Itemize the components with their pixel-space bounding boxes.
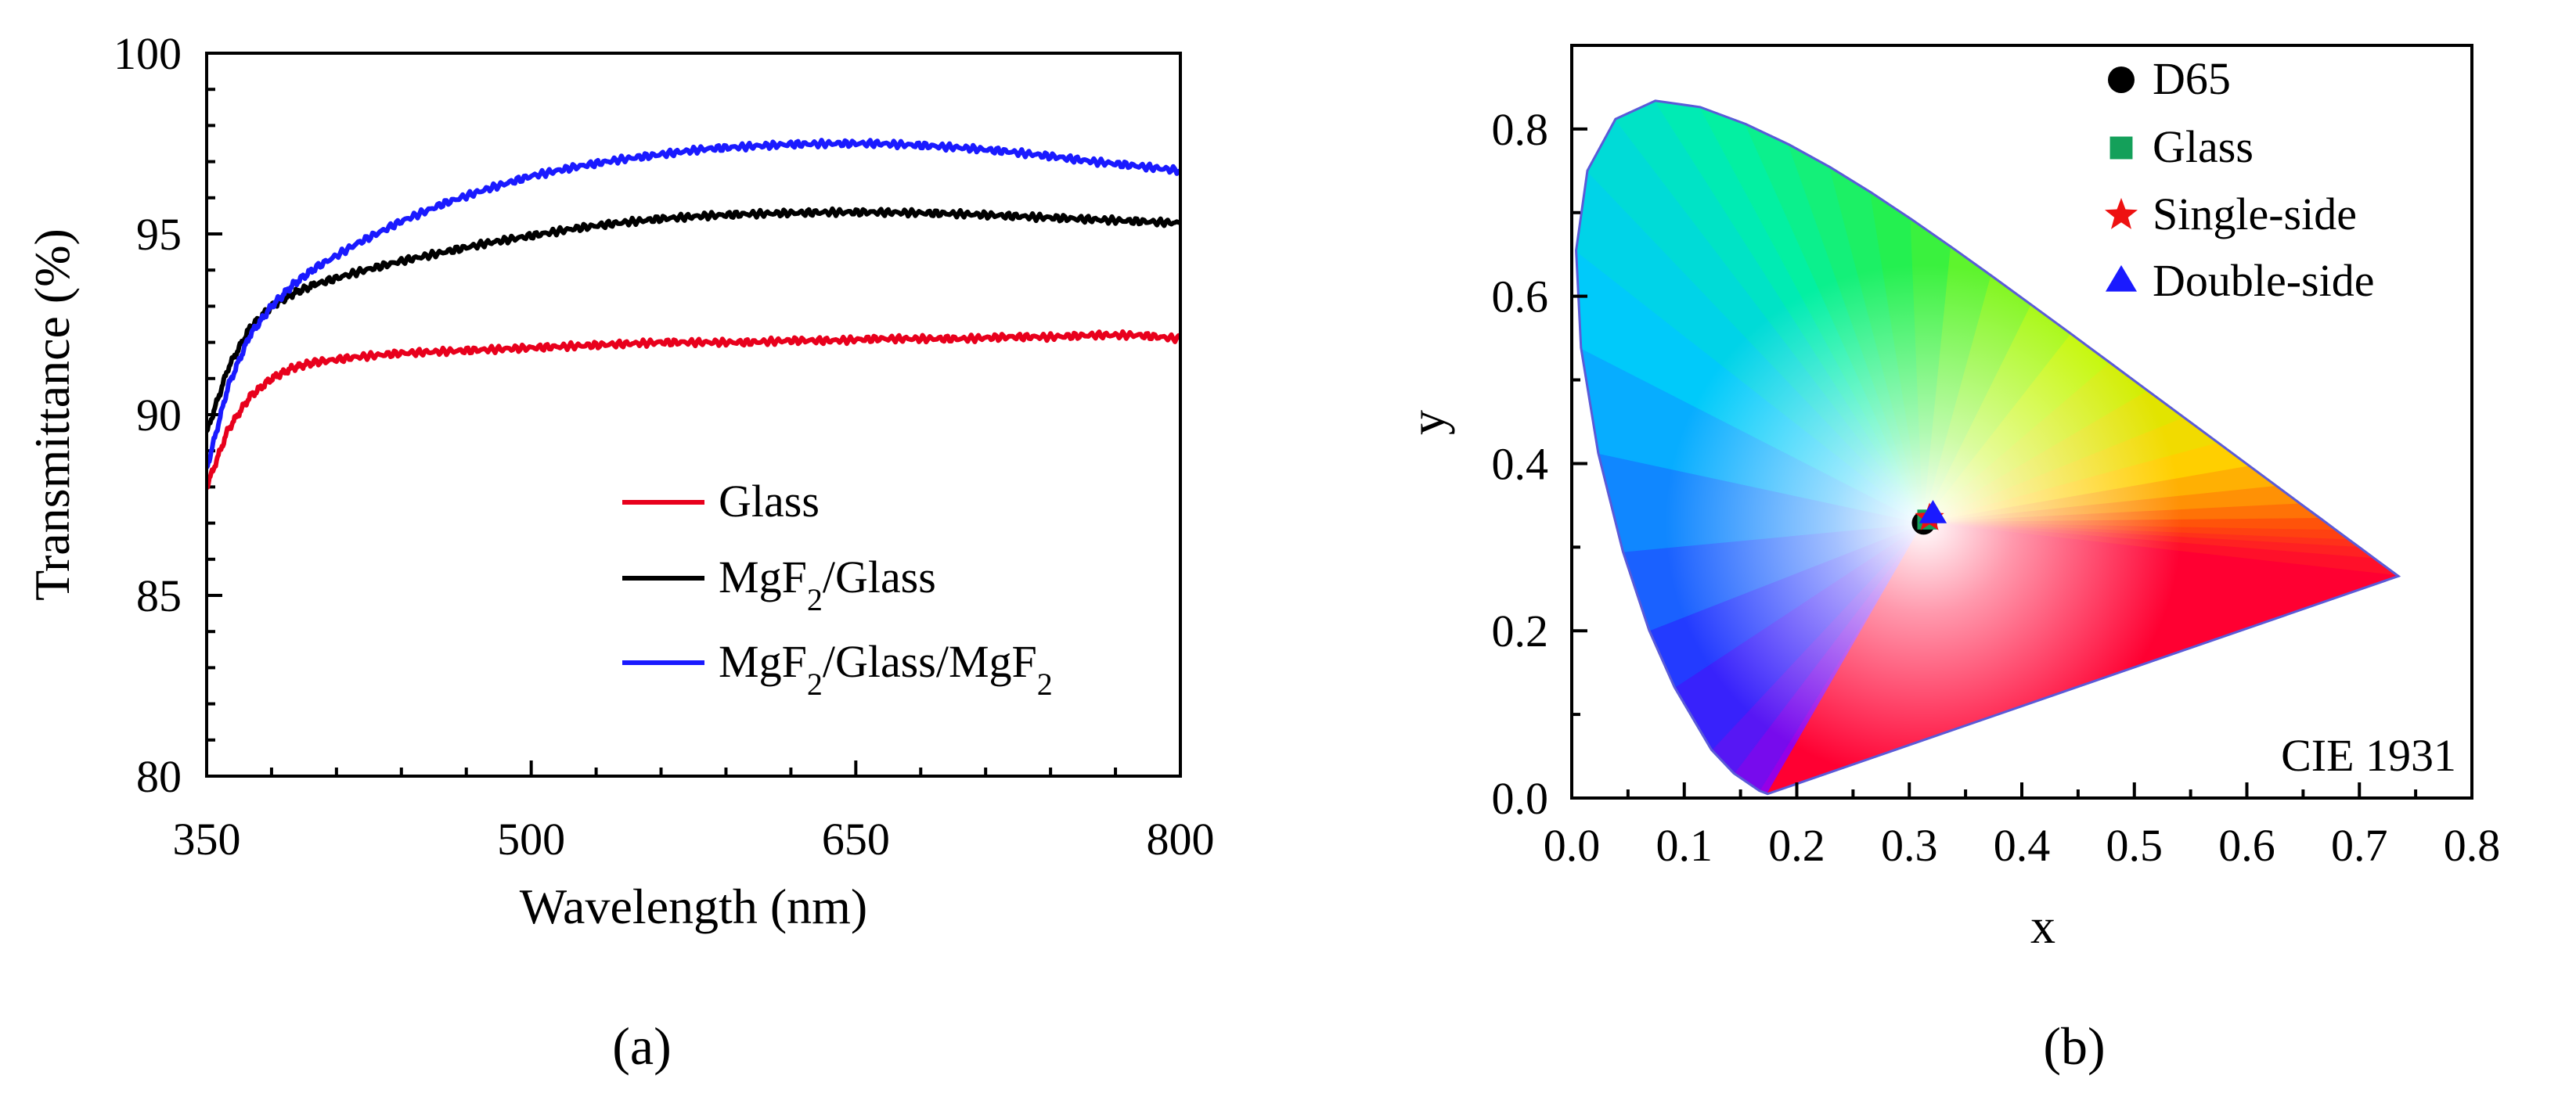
x-tick-label: 650 — [822, 814, 890, 865]
y-tick-label: 100 — [113, 28, 182, 79]
y-tick-label: 0.0 — [1492, 773, 1549, 824]
y-tick-label: 0.8 — [1492, 104, 1549, 155]
x-tick-label: 500 — [497, 814, 565, 865]
x-tick-label: 0.4 — [1994, 820, 2051, 871]
y-tick-label: 85 — [136, 570, 182, 621]
cie-plot-frame — [1570, 44, 2473, 800]
legend-label-mgf2-glass: MgF2/Glass — [719, 552, 936, 617]
legend-label-glass: Glass — [719, 476, 820, 527]
cie-spectral-locus — [1575, 99, 2401, 796]
cie-xlabel: x — [2030, 898, 2055, 954]
subfigure-label-a: (a) — [612, 1016, 671, 1076]
y-tick-label: 95 — [136, 209, 182, 260]
legend-label-glass: Glass — [2153, 121, 2254, 172]
legend-label-mgf2-glass-mgf2: MgF2/Glass/MgF2 — [719, 636, 1053, 702]
series-line-glass — [207, 329, 1180, 491]
transmittance-tick-labels: 350 500 650 800 80 85 90 95 100 — [113, 28, 1215, 865]
transmittance-ylabel: Transmittance (%) — [24, 228, 80, 601]
x-tick-label: 800 — [1147, 814, 1215, 865]
x-tick-label: 0.6 — [2218, 820, 2275, 871]
x-tick-label: 0.5 — [2106, 820, 2163, 871]
legend-marker-glass — [2109, 136, 2133, 160]
x-tick-label: 350 — [173, 814, 241, 865]
y-tick-label: 0.4 — [1492, 438, 1549, 489]
cie-points — [1911, 500, 1947, 535]
cie-title: CIE 1931 — [2281, 730, 2456, 781]
series-line-mgf2-glass — [207, 206, 1180, 433]
cie-ylabel: y — [1400, 410, 1455, 435]
x-tick-label: 0.0 — [1544, 820, 1601, 871]
transmittance-plot-frame — [205, 52, 1182, 778]
legend-label-d65: D65 — [2153, 53, 2231, 104]
series-line-mgf2-glass-mgf2 — [207, 138, 1180, 469]
transmittance-xlabel: Wavelength (nm) — [520, 879, 867, 934]
subfigure-label-b: (b) — [2043, 1016, 2105, 1076]
cie-tick-labels: 0.0 0.1 0.2 0.3 0.4 0.5 0.6 0.7 0.8 0.0 0.2 0.4 0.6 0… — [1492, 104, 2501, 871]
y-tick-label: 80 — [136, 751, 182, 802]
x-tick-label: 0.1 — [1656, 820, 1713, 871]
y-tick-label: 0.6 — [1492, 271, 1549, 322]
legend-marker-single-side — [2105, 197, 2138, 229]
legend-label-double-side: Double-side — [2153, 255, 2375, 306]
x-tick-label: 0.3 — [1881, 820, 1938, 871]
y-tick-label: 0.2 — [1492, 606, 1549, 656]
legend-marker-double-side — [2105, 264, 2138, 292]
cie-legend: D65 Glass Single-side Double-side — [2105, 53, 2375, 306]
x-tick-label: 0.2 — [1768, 820, 1825, 871]
y-tick-label: 90 — [136, 390, 182, 440]
cie-chart: 0.0 0.1 0.2 0.3 0.4 0.5 0.6 0.7 0.8 0.0 0.2 0.4 0.6 0… — [1400, 44, 2501, 1076]
legend-label-single-side: Single-side — [2153, 189, 2357, 239]
legend-marker-d65 — [2108, 67, 2135, 93]
x-tick-label: 0.8 — [2444, 820, 2501, 871]
transmittance-series — [207, 138, 1180, 491]
x-tick-label: 0.7 — [2331, 820, 2388, 871]
cie-point-double-side — [1918, 500, 1947, 523]
cie-color-gamut-fill — [1576, 100, 2399, 794]
transmittance-legend: Glass MgF2/Glass MgF2/Glass/MgF2 — [622, 476, 1053, 702]
